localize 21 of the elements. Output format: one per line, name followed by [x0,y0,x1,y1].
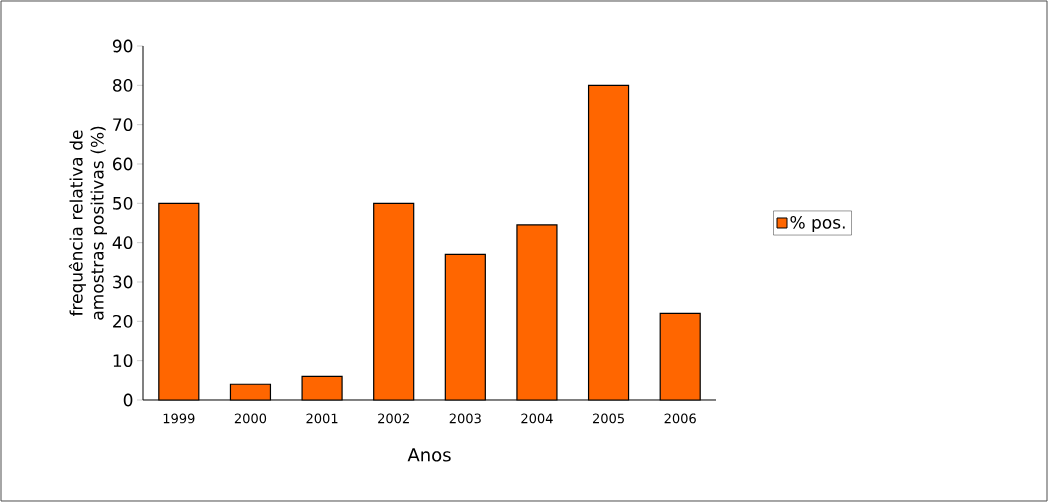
x-tick-label: 1999 [163,413,195,424]
y-tick-label: 80 [113,78,133,92]
y-tick-label: 90 [112,39,133,53]
x-tick-label: 2003 [449,413,481,424]
y-tick-label: 30 [113,275,133,289]
x-tick-label: 2005 [592,413,624,424]
x-tick-label: 2004 [521,413,553,424]
y-tick-label: 50 [113,196,133,210]
y-tick-label: 70 [113,118,133,132]
x-axis-title: Anos [407,448,451,462]
legend-label: % pos. [790,215,845,233]
x-tick-label: 2001 [306,413,338,424]
y-tick-label: 40 [112,236,133,250]
x-tick-label: 2006 [664,413,696,424]
y-axis-title: frequência relativa de amostras positivas (%) [68,126,107,320]
y-tick-label: 20 [113,314,133,328]
x-tick-label: 2000 [234,413,267,424]
y-tick-label: 10 [113,354,133,368]
y-tick-label: 60 [113,157,133,171]
x-tick-label: 2002 [378,413,409,424]
y-tick-label: 0 [123,393,133,407]
